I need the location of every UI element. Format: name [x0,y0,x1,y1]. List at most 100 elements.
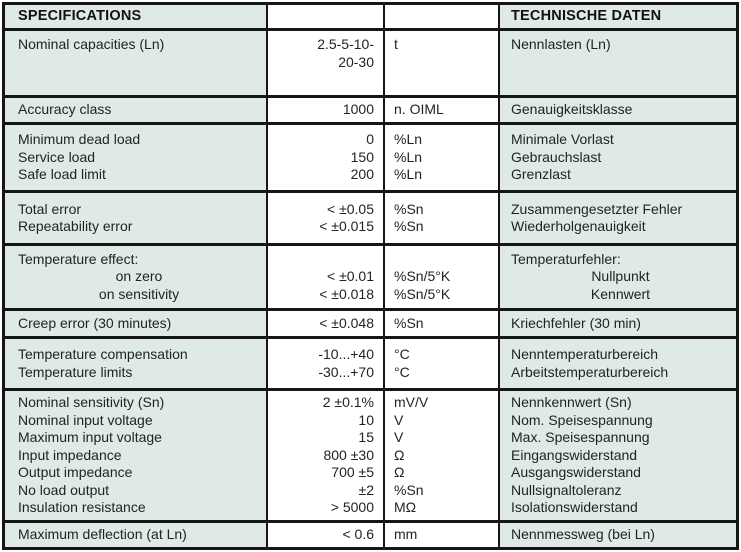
spec-label: Total error [18,200,82,217]
row-loads-unit: %Ln %Ln %Ln [385,125,500,193]
spec-label-de: Max. Speisespannung [511,429,650,446]
spec-value: 800 ±30 [323,446,374,463]
spec-label: No load output [18,481,110,498]
spec-unit: V [394,411,404,428]
spec-value: > 5000 [330,499,374,516]
spec-unit: %Ln [394,166,423,183]
spec-label: Accuracy class [18,101,112,118]
spec-value: 700 ±5 [331,464,374,481]
spec-label-de: Nom. Speisespannung [511,411,653,428]
spec-value: < ±0.05 [327,200,374,217]
spec-label: Insulation resistance [18,499,146,516]
spec-header-de-label: TECHNISCHE DATEN [511,7,662,24]
spec-label-de: Isolationswiderstand [511,499,638,516]
spec-value: ±2 [358,481,374,498]
row-nominal-capacities-unit: t [385,31,500,98]
spec-unit: V [394,429,404,446]
spec-value: < ±0.01 [327,268,374,285]
spec-unit: %Sn [394,314,424,331]
spec-label-de: Arbeitstemperaturbereich [511,363,669,380]
header-unit-cell-empty [385,5,500,31]
spec-label-de: Grenzlast [511,166,571,183]
spec-unit: %Sn [394,481,424,498]
spec-label-de: Minimale Vorlast [511,131,614,148]
row-deflection-label: Maximum deflection (at Ln) [5,523,268,547]
row-creep-unit: %Sn [385,311,500,339]
spec-label: Output impedance [18,464,133,481]
spec-label: Maximum input voltage [18,429,162,446]
spec-label-de: Nennkennwert (Sn) [511,394,632,411]
row-errors-label-de: Zusammengesetzter Fehler Wiederholgenaui… [500,193,736,246]
spec-value: 10 [358,411,374,428]
row-temp-range-label: Temperature compensation Temperature lim… [5,339,268,391]
row-deflection-label-de: Nennmessweg (bei Ln) [500,523,736,547]
spec-unit [394,251,494,269]
spec-unit: °C [394,346,410,362]
spec-value: 150 [350,148,374,165]
spec-value: < 0.6 [342,526,374,543]
spec-label: Temperature limits [18,363,133,380]
spec-label: on sensitivity [98,285,180,302]
spec-unit: %Ln [394,148,423,165]
spec-label: Safe load limit [18,166,106,183]
spec-unit: n. OIML [394,101,444,118]
spec-unit: MΩ [394,499,417,516]
row-creep-label: Creep error (30 minutes) [5,311,268,339]
spec-value: 200 [350,166,374,183]
spec-unit: °C [394,363,410,380]
spec-label: Input impedance [18,446,122,463]
spec-unit: mm [394,526,418,543]
spec-value: 15 [358,429,374,446]
spec-value: < ±0.018 [319,285,374,302]
spec-label: on zero [115,268,163,285]
spec-label: Temperature compensation [18,346,188,362]
spec-unit: mV/V [394,394,429,411]
spec-label: Minimum dead load [18,131,141,148]
row-temp-range-label-de: Nenntemperaturbereich Arbeitstemperaturb… [500,339,736,391]
row-electrical-label-de: Nennkennwert (Sn) Nom. Speisespannung Ma… [500,391,736,523]
spec-label-de: Zusammengesetzter Fehler [511,200,683,217]
row-accuracy-class-value: 1000 [268,98,385,125]
spec-value: < ±0.015 [319,218,374,234]
spec-label-de: Ausgangswiderstand [511,464,641,481]
spec-unit: Ω [394,446,405,463]
row-temp-range-unit: °C °C [385,339,500,391]
row-electrical-value: 2 ±0.1% 10 15 800 ±30 700 ±5 ±2 > 5000 [268,391,385,523]
spec-unit: %Sn [394,218,424,234]
spec-unit: %Ln [394,131,423,148]
spec-value: 0 [366,131,374,148]
spec-header-de: TECHNISCHE DATEN [500,5,736,31]
spec-label-de: Wiederholgenauigkeit [511,218,646,234]
spec-unit: %Sn/5°K [394,268,451,285]
spec-label: Nominal sensitivity (Sn) [18,394,165,411]
row-temp-effect-label: Temperature effect: on zero on sensitivi… [5,246,268,311]
spec-label: Maximum deflection (at Ln) [18,526,187,543]
row-creep-label-de: Kriechfehler (30 min) [500,311,736,339]
spec-label: Repeatability error [18,218,133,234]
spec-label-de: Temperaturfehler: [511,250,621,267]
spec-value: < ±0.048 [319,314,374,331]
spec-label-de: Gebrauchslast [511,148,602,165]
row-errors-label: Total error Repeatability error [5,193,268,246]
row-nominal-capacities-value: 2.5-5-10- 20-30 [268,31,385,98]
spec-value: 1000 [342,101,374,118]
spec-value: -10...+40 [318,346,374,362]
spec-label-de: Nenntemperaturbereich [511,346,659,362]
row-creep-value: < ±0.048 [268,311,385,339]
spec-value: 2.5-5-10- [317,36,374,52]
row-nominal-capacities-label-de: Nennlasten (Ln) [500,31,736,98]
spec-label-de: Kriechfehler (30 min) [511,314,641,331]
row-temp-effect-unit: %Sn/5°K %Sn/5°K [385,246,500,311]
spec-label-de: Eingangswiderstand [511,446,638,463]
row-accuracy-class-unit: n. OIML [385,98,500,125]
row-deflection-value: < 0.6 [268,523,385,547]
spec-unit: t [394,36,398,52]
spec-value: 20-30 [338,53,374,70]
spec-label: Creep error (30 minutes) [18,314,172,331]
spec-label-de: Nennlasten (Ln) [511,36,611,52]
row-errors-unit: %Sn %Sn [385,193,500,246]
spec-unit: %Sn/5°K [394,285,451,302]
row-loads-label-de: Minimale Vorlast Gebrauchslast Grenzlast [500,125,736,193]
spec-header-en-label: SPECIFICATIONS [18,7,142,24]
